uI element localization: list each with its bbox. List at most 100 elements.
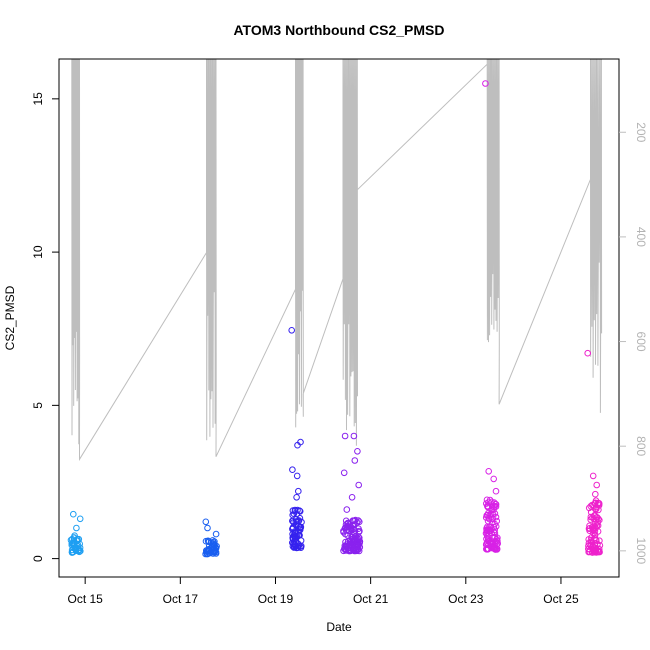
- grey-line-series: [71, 58, 603, 462]
- x-tick-label: Oct 25: [543, 592, 579, 606]
- line-series-path: [71, 58, 603, 462]
- scatter-point: [590, 524, 597, 532]
- x-axis-label: Date: [326, 620, 352, 634]
- y-axis-label: CS2_PMSD: [3, 285, 17, 350]
- scatter-point: [353, 542, 360, 550]
- scatter-point: [355, 542, 362, 550]
- scatter-point: [592, 505, 599, 513]
- scatter-point: [487, 538, 494, 546]
- scatter-point: [484, 526, 492, 534]
- scatter-point: [350, 432, 358, 440]
- scatter-point: [594, 519, 602, 526]
- scatter-point: [492, 487, 500, 495]
- scatter-point: [595, 502, 603, 509]
- scatter-point: [492, 523, 500, 530]
- scatter-point: [586, 548, 594, 556]
- right-y-tick-label: 400: [634, 227, 648, 247]
- scatter-point: [482, 80, 489, 87]
- scatter-point: [589, 527, 597, 534]
- scatter-point: [289, 525, 296, 533]
- scatter-point: [486, 527, 493, 535]
- scatter-point: [209, 537, 216, 544]
- right-y-tick-label: 800: [634, 436, 648, 456]
- scatter-point: [205, 542, 213, 550]
- scatter-point: [594, 540, 601, 548]
- scatter-point: [76, 515, 84, 523]
- scatter-point: [289, 466, 296, 474]
- scatter-point: [70, 510, 77, 518]
- scatter-point: [587, 536, 595, 544]
- scatter-point: [68, 549, 76, 556]
- scatter-point: [588, 534, 595, 541]
- scatter-point: [341, 545, 348, 553]
- scatter-point: [202, 537, 210, 545]
- scatter-point: [69, 540, 77, 547]
- scatter-point: [211, 547, 219, 555]
- scatter-point: [593, 481, 601, 489]
- scatter-point: [202, 518, 210, 526]
- y-tick-label: 15: [31, 92, 45, 106]
- scatter-point: [212, 530, 220, 538]
- scatter-point: [293, 518, 301, 525]
- scatter-point: [485, 545, 492, 553]
- scatter-point: [342, 538, 349, 546]
- scatter-point: [293, 534, 300, 541]
- scatter-point: [485, 509, 492, 517]
- scatter-point: [348, 534, 356, 541]
- scatter-point: [596, 537, 603, 545]
- y-axis-left: 0 5 10 15: [31, 92, 59, 562]
- scatter-point: [73, 524, 80, 532]
- scatter-point: [594, 548, 602, 555]
- scatter-point: [486, 515, 493, 523]
- x-tick-label: Oct 21: [353, 592, 389, 606]
- scatter-point: [585, 542, 592, 550]
- scatter-point: [346, 544, 353, 552]
- scatter-point: [347, 523, 354, 530]
- scatter-point: [295, 544, 302, 551]
- scatter-point: [592, 490, 599, 498]
- right-y-tick-label: 200: [634, 122, 648, 142]
- x-tick-label: Oct 19: [258, 592, 294, 606]
- y-axis-right: 200 400 600 800 1000: [619, 122, 648, 565]
- x-tick-label: Oct 23: [448, 592, 484, 606]
- chart-title: ATOM3 Northbound CS2_PMSD: [233, 22, 444, 38]
- scatter-point: [341, 432, 349, 440]
- scatter-point: [293, 494, 300, 501]
- scatter-point: [354, 448, 361, 455]
- scatter-series: [67, 80, 604, 558]
- scatter-point: [207, 548, 215, 556]
- scatter-point: [355, 481, 363, 489]
- scatter-point: [340, 469, 348, 477]
- scatter-point: [491, 546, 499, 553]
- scatter-point: [591, 511, 599, 519]
- scatter-point: [584, 349, 592, 357]
- x-axis: Oct 15 Oct 17 Oct 19 Oct 21 Oct 23 Oct 25: [67, 576, 579, 606]
- scatter-point: [211, 538, 218, 545]
- y-tick-label: 10: [31, 245, 45, 259]
- scatter-point: [494, 537, 501, 545]
- scatter-point: [291, 506, 299, 514]
- scatter-point: [343, 506, 351, 513]
- scatter-point: [70, 544, 77, 552]
- scatter-point: [592, 544, 600, 552]
- scatter-point: [492, 513, 500, 521]
- scatter-point: [485, 468, 493, 475]
- right-y-tick-label: 600: [634, 332, 648, 352]
- scatter-point: [595, 515, 602, 523]
- scatter-point: [297, 438, 304, 446]
- right-y-tick-label: 1000: [634, 537, 648, 564]
- scatter-point: [293, 510, 301, 518]
- scatter-point: [77, 547, 84, 555]
- scatter-point: [344, 532, 352, 539]
- scatter-point: [348, 494, 356, 501]
- scatter-point: [490, 475, 498, 483]
- x-tick-label: Oct 15: [67, 592, 103, 606]
- scatter-point: [492, 500, 499, 508]
- scatter-point: [296, 524, 303, 531]
- scatter-point: [484, 503, 492, 511]
- scatter-point: [354, 546, 362, 553]
- scatter-point: [204, 524, 211, 532]
- scatter-point: [485, 499, 492, 506]
- scatter-point: [355, 525, 362, 533]
